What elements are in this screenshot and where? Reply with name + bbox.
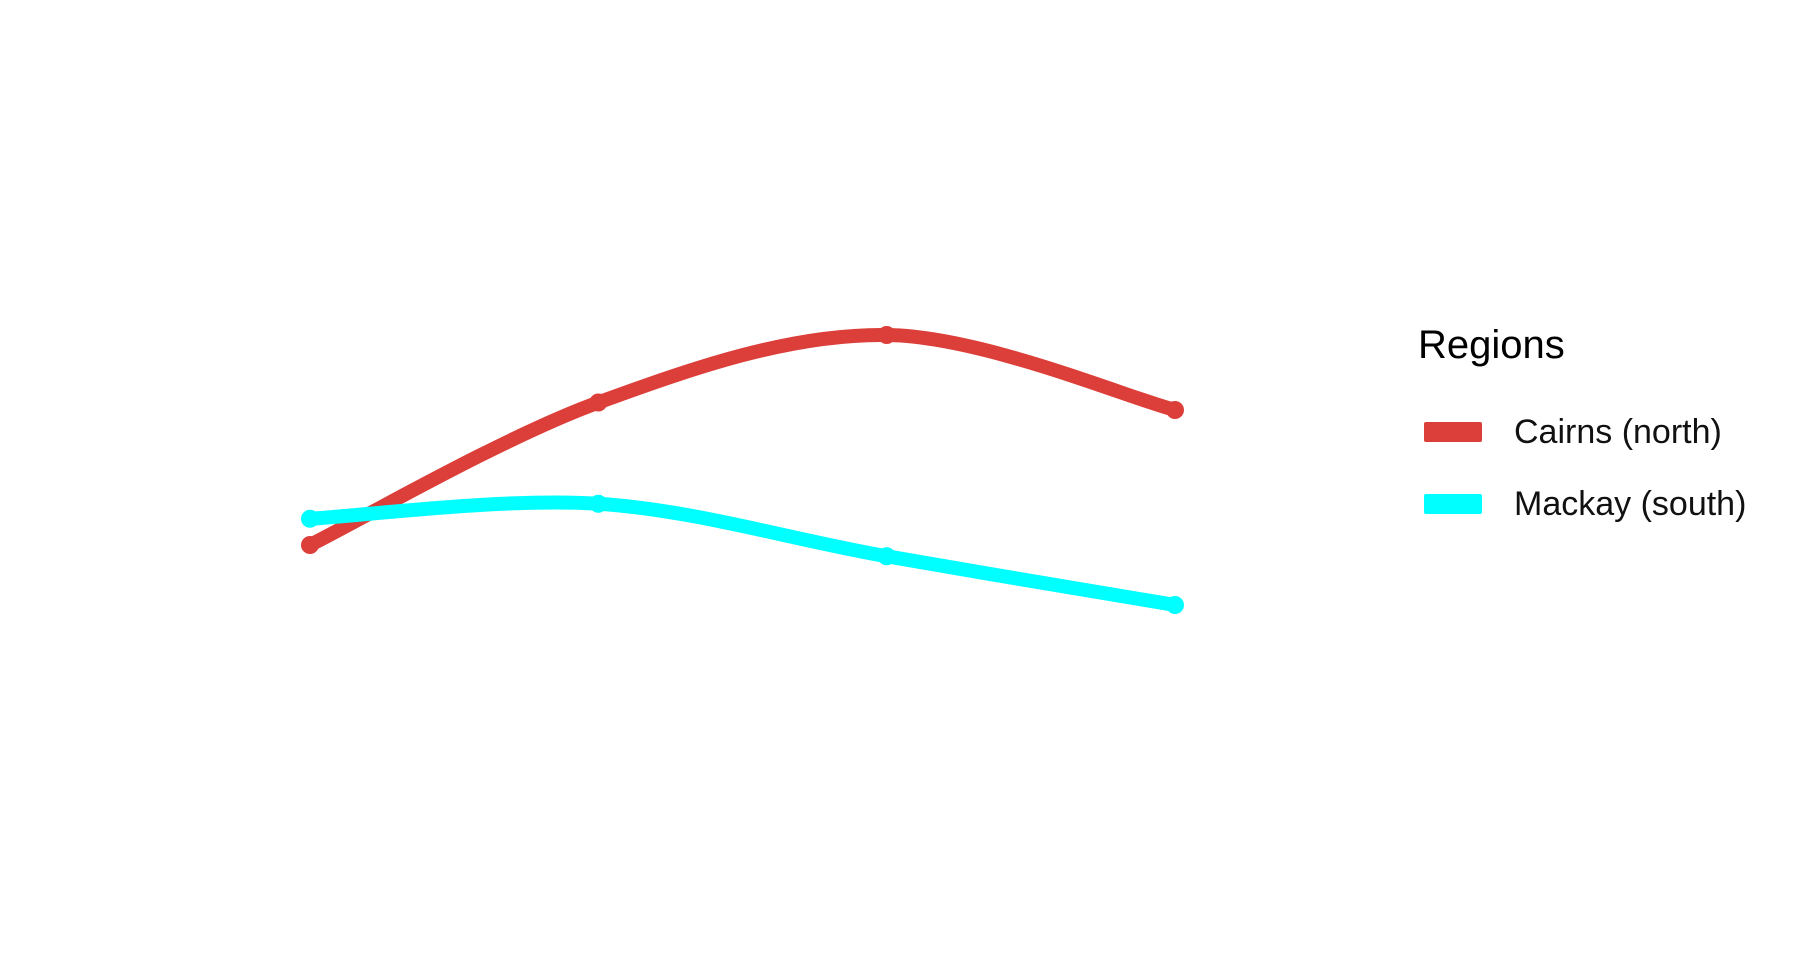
legend-title: Regions: [1418, 323, 1565, 367]
legend-swatch-mackay: [1424, 494, 1482, 514]
legend-item-mackay: Mackay (south): [1418, 468, 1746, 540]
series-line-cairns: [303, 327, 1182, 552]
data-point-mackay-2: [589, 494, 608, 513]
legend-item-cairns: Cairns (north): [1418, 396, 1746, 468]
data-point-cairns-2: [589, 393, 608, 412]
data-point-cairns-1: [301, 536, 319, 554]
data-point-cairns-4: [1166, 401, 1184, 419]
legend-swatch-cairns: [1424, 422, 1482, 442]
legend-label-cairns: Cairns (north): [1514, 412, 1722, 451]
series-line-mackay: [303, 495, 1182, 612]
data-point-mackay-4: [1166, 596, 1184, 614]
data-point-mackay-3: [877, 547, 896, 566]
data-point-mackay-1: [301, 509, 319, 528]
data-point-cairns-3: [877, 326, 896, 344]
legend: Regions Cairns (north) Mackay (south): [1418, 322, 1746, 540]
legend-label-mackay: Mackay (south): [1514, 484, 1747, 523]
